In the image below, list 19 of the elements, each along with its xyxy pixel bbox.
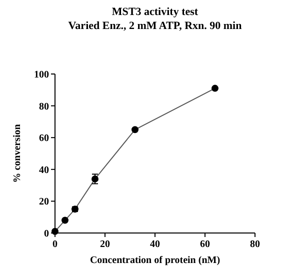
point bbox=[62, 216, 68, 224]
point bbox=[132, 126, 138, 134]
point bbox=[212, 84, 218, 92]
x-tick-label: 80 bbox=[250, 239, 260, 250]
point bbox=[92, 175, 98, 182]
y-tick-label: 100 bbox=[34, 70, 49, 80]
x-tick-label: 0 bbox=[52, 239, 58, 250]
x-tick-label: 60 bbox=[200, 239, 210, 250]
y-tick-label: 40 bbox=[39, 164, 49, 176]
y-tick-label: 80 bbox=[39, 101, 49, 112]
y-tick-label: 60 bbox=[39, 133, 49, 144]
y-tick-label: 0 bbox=[44, 228, 49, 240]
x-axis-title: Concentration of protein (nM) bbox=[90, 255, 220, 266]
x-tick-label: 20 bbox=[100, 239, 110, 250]
y-axis-title: % conversion bbox=[12, 124, 23, 183]
chart-subtitle: Varied Enz., 2 mM ATP, Rxn. 90 min bbox=[68, 20, 242, 32]
chart-title: MST3 activity test bbox=[112, 6, 198, 18]
x-tick-label: 40 bbox=[150, 239, 160, 250]
y-tick-label: 20 bbox=[39, 196, 49, 208]
